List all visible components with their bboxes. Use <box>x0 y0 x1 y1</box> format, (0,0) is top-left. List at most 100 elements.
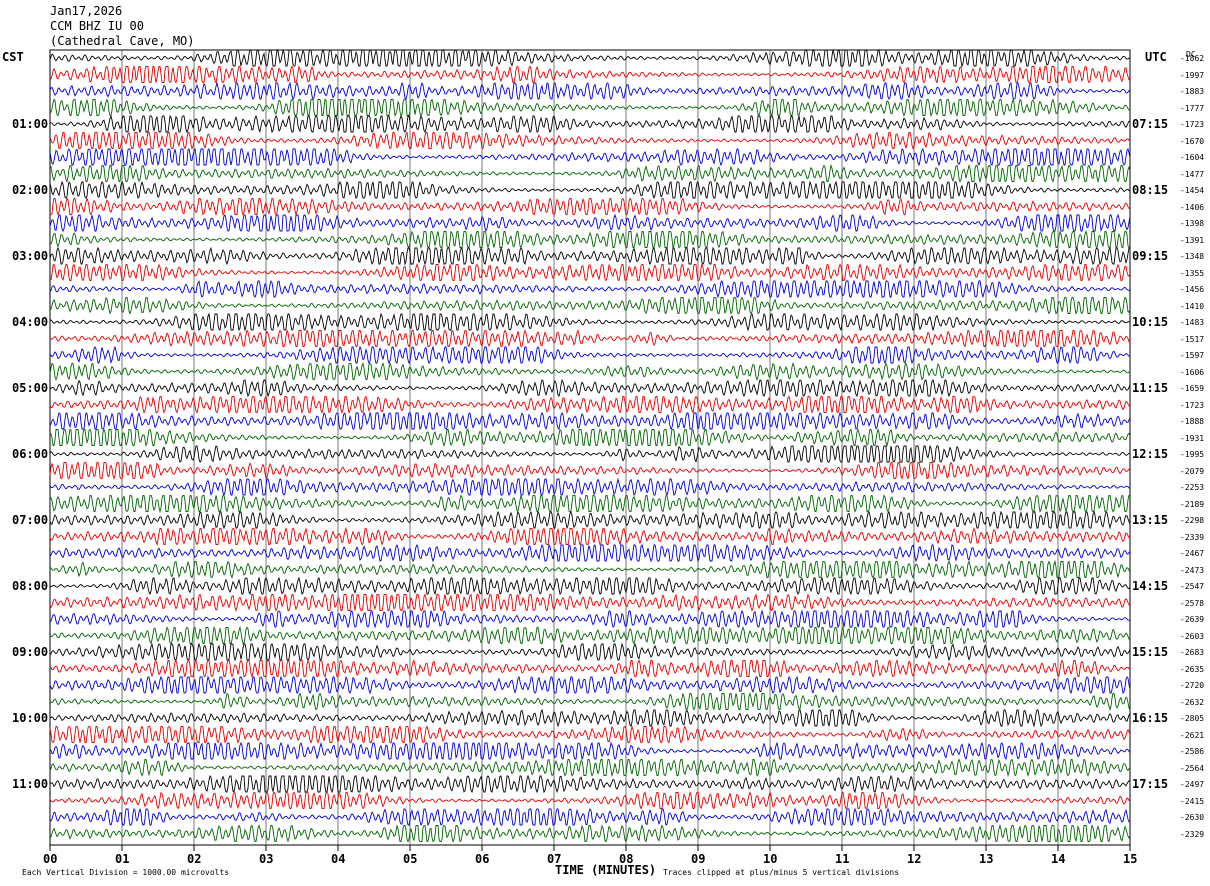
seismic-trace <box>49 510 1131 530</box>
dc-offset-label: -2189 <box>1180 499 1205 509</box>
x-tick-label: 07 <box>547 852 562 866</box>
x-tick-label: 11 <box>835 852 850 866</box>
cst-hour-label: 01:00 <box>12 117 49 131</box>
cst-hour-label: 07:00 <box>12 513 49 527</box>
cst-hour-label: 06:00 <box>12 447 49 461</box>
cst-hour-label: 03:00 <box>12 249 49 263</box>
dc-offset-label: -1604 <box>1180 153 1205 162</box>
dc-offset-label: -1997 <box>1180 70 1205 80</box>
seismic-trace <box>49 576 1131 596</box>
seismic-trace <box>49 461 1131 480</box>
dc-offset-label: -2564 <box>1180 763 1205 773</box>
dc-offset-label: -1659 <box>1180 384 1205 393</box>
dc-offset-label: -2415 <box>1180 796 1205 806</box>
seismic-trace <box>49 180 1131 200</box>
dc-offset-label: -1888 <box>1180 417 1205 426</box>
dc-offset-label: -2578 <box>1180 598 1205 608</box>
seismic-trace <box>49 708 1131 728</box>
dc-offset-label: -1456 <box>1180 285 1205 294</box>
seismic-trace <box>49 246 1130 266</box>
dc-offset-label: -1410 <box>1180 301 1205 311</box>
dc-offset-title: DC <box>1186 50 1196 59</box>
seismic-trace <box>49 791 1131 810</box>
header-date: Jan17,2026 <box>50 4 123 18</box>
dc-offset-label: -2473 <box>1180 565 1205 575</box>
cst-hour-label: 10:00 <box>12 711 49 725</box>
seismic-trace <box>49 163 1131 184</box>
dc-offset-label: -1606 <box>1180 367 1205 377</box>
x-tick-label: 10 <box>763 852 778 866</box>
seismic-trace <box>49 394 1131 415</box>
dc-offset-label: -1723 <box>1180 400 1205 410</box>
seismic-trace <box>49 147 1131 167</box>
minute-grid <box>49 49 1131 846</box>
seismic-trace <box>49 444 1131 463</box>
x-tick-label: 08 <box>619 852 634 866</box>
dc-offset-label: -2586 <box>1180 747 1205 756</box>
x-axis-title: TIME (MINUTES) <box>555 863 657 877</box>
seismic-trace <box>49 807 1131 827</box>
cst-hour-label: 05:00 <box>12 381 49 395</box>
x-tick-label: 12 <box>907 852 922 866</box>
seismic-trace <box>49 675 1131 695</box>
dc-offset-label: -2329 <box>1180 829 1205 839</box>
cst-hour-label: 08:00 <box>12 579 49 593</box>
seismic-trace <box>49 477 1131 497</box>
dc-offset-label: -2253 <box>1180 483 1205 492</box>
header-station: CCM BHZ IU 00 <box>50 19 144 33</box>
dc-offset-label: -1454 <box>1180 186 1205 195</box>
seismic-trace <box>49 625 1131 645</box>
dc-offset-label: -2630 <box>1180 813 1205 822</box>
utc-hour-label: 09:15 <box>1132 249 1169 263</box>
seismic-trace <box>49 758 1131 778</box>
dc-offset-label: -2497 <box>1180 780 1205 789</box>
seismic-trace <box>49 774 1131 794</box>
seismic-trace <box>49 559 1131 579</box>
seismic-trace <box>49 329 1131 348</box>
dc-offset-label: -1883 <box>1180 87 1205 96</box>
x-tick-label: 01 <box>115 852 130 866</box>
x-tick-label: 03 <box>259 852 274 866</box>
seismic-trace <box>49 312 1131 332</box>
seismic-trace <box>49 427 1131 448</box>
clip-note: Traces clipped at plus/minus 5 vertical … <box>663 868 900 877</box>
seismic-trace <box>49 64 1131 84</box>
dc-offset-label: -1931 <box>1180 433 1205 443</box>
utc-hour-label: 14:15 <box>1132 579 1169 593</box>
dc-offset-label: -2298 <box>1180 516 1205 525</box>
dc-offset-label: -2547 <box>1180 582 1205 591</box>
dc-offset-label: -1517 <box>1180 334 1205 344</box>
seismic-trace <box>49 97 1131 117</box>
utc-hour-label: 10:15 <box>1132 315 1169 329</box>
seismic-trace <box>50 197 1131 217</box>
dc-offset-label: -1406 <box>1180 202 1205 212</box>
x-tick-label: 14 <box>1051 852 1066 866</box>
utc-hour-label: 08:15 <box>1132 183 1169 197</box>
dc-offset-label: -2805 <box>1180 714 1205 723</box>
dc-offset-label: -2635 <box>1180 664 1205 674</box>
seismic-trace <box>49 230 1130 250</box>
utc-hour-label: 16:15 <box>1132 711 1169 725</box>
seismic-trace <box>49 411 1131 431</box>
utc-hour-label: 11:15 <box>1132 381 1169 395</box>
dc-offset-label: -2621 <box>1180 730 1205 740</box>
x-tick-label: 09 <box>691 852 706 866</box>
utc-axis-title: UTC <box>1145 50 1167 64</box>
seismic-trace <box>49 48 1131 68</box>
seismic-trace <box>49 345 1131 365</box>
seismic-trace <box>49 81 1131 101</box>
dc-offset-label: -2632 <box>1180 697 1205 707</box>
seismic-trace <box>49 362 1131 381</box>
seismic-trace <box>49 741 1131 761</box>
dc-offset-label: -2720 <box>1180 681 1205 690</box>
dc-offset-label: -1348 <box>1180 252 1205 261</box>
dc-offset-label: -1995 <box>1180 450 1205 459</box>
utc-hour-label: 17:15 <box>1132 777 1169 791</box>
seismic-trace <box>49 691 1131 712</box>
dc-offset-label: -1398 <box>1180 219 1205 228</box>
utc-hour-label: 13:15 <box>1132 513 1169 527</box>
dc-offset-label: -1862 <box>1180 54 1205 63</box>
x-tick-label: 15 <box>1123 852 1138 866</box>
dc-offset-label: -2079 <box>1180 466 1205 476</box>
